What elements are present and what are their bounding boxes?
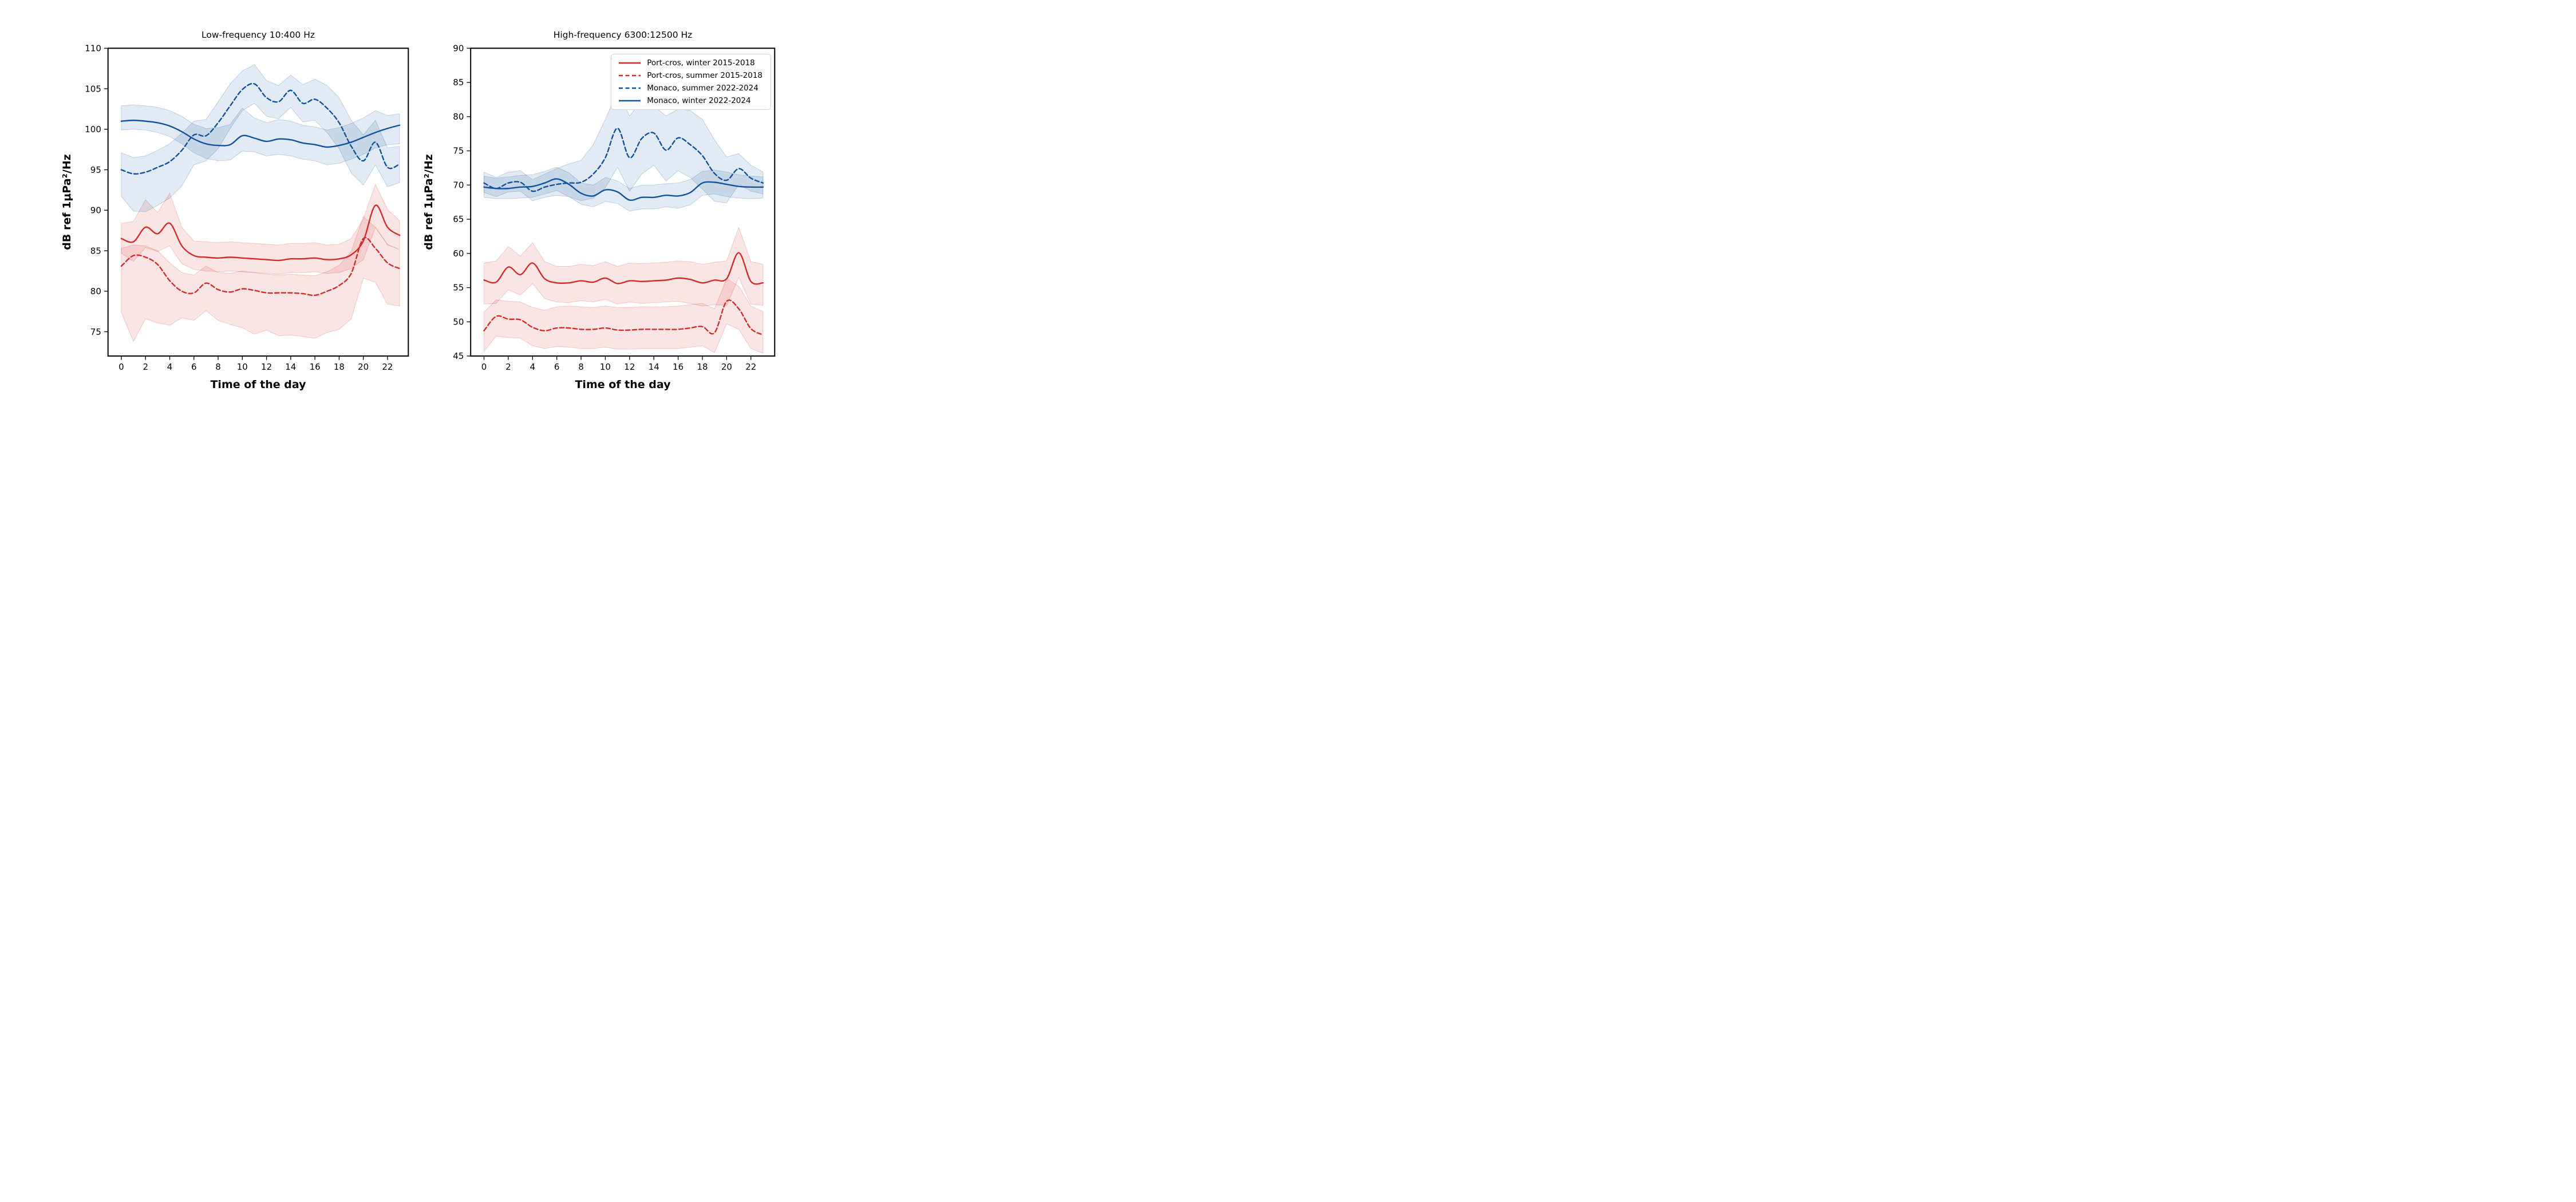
series-line: [483, 178, 764, 201]
x-tick-label: 12: [261, 362, 272, 372]
left-xaxis-label: Time of the day: [210, 378, 306, 391]
series-line: [120, 204, 401, 262]
x-tick-label: 2: [505, 362, 511, 372]
y-tick-label: 85: [90, 246, 101, 256]
x-tick-label: 22: [745, 362, 756, 372]
right-chart-title: High-frequency 6300:12500 Hz: [553, 30, 693, 40]
y-tick-label: 70: [453, 180, 464, 190]
y-tick-label: 55: [453, 283, 464, 293]
legend: Port-cros, winter 2015-2018 Port-cros, s…: [611, 54, 771, 110]
series-line: [120, 82, 401, 175]
legend-line-sample-dashed-blue: [619, 87, 641, 89]
x-tick-label: 14: [649, 362, 659, 372]
y-tick-label: 85: [453, 77, 464, 88]
x-tick-label: 16: [673, 362, 683, 372]
y-tick-label: 95: [90, 165, 101, 175]
y-tick-label: 80: [453, 112, 464, 122]
y-tick-label: 105: [85, 84, 101, 94]
legend-label: Monaco, winter 2022-2024: [647, 96, 751, 105]
x-tick-label: 0: [118, 362, 124, 372]
x-tick-label: 12: [624, 362, 635, 372]
axes-frame: [470, 48, 776, 357]
x-tick-label: 20: [721, 362, 732, 372]
axes-frame: [107, 48, 409, 357]
left-yaxis-label: dB ref 1μPa²/Hz: [61, 154, 73, 250]
legend-line-sample-solid-blue: [619, 100, 641, 102]
y-tick-label: 90: [90, 205, 101, 216]
x-tick-label: 0: [481, 362, 487, 372]
right-yaxis-label: dB ref 1μPa²/Hz: [422, 154, 435, 250]
y-tick-label: 50: [453, 317, 464, 327]
confidence-band: [484, 90, 764, 203]
right-chart: 0 2 4 6 8 10 12 14 16 18 20 22 45 50 55 60 65 70 75 80 85 90: [453, 44, 776, 372]
x-tick-label: 20: [358, 362, 369, 372]
legend-label: Monaco, summer 2022-2024: [647, 83, 758, 93]
confidence-band: [121, 183, 400, 275]
confidence-band: [484, 278, 764, 354]
y-tick-label: 60: [453, 248, 464, 259]
series-line: [483, 127, 764, 192]
legend-entry-monaco-summer: Monaco, summer 2022-2024: [618, 84, 762, 93]
confidence-band: [484, 226, 764, 307]
x-tick-label: 4: [530, 362, 536, 372]
y-tick-label: 45: [453, 351, 464, 361]
x-tick-label: 14: [285, 362, 296, 372]
x-tick-label: 10: [237, 362, 248, 372]
y-tick-label: 90: [453, 44, 464, 54]
y-tick-label: 65: [453, 214, 464, 224]
x-tick-label: 10: [600, 362, 611, 372]
legend-line-sample-solid-red: [619, 62, 641, 64]
legend-label: Port-cros, summer 2015-2018: [647, 70, 762, 80]
x-tick-label: 8: [215, 362, 221, 372]
right-xaxis-label: Time of the day: [575, 378, 671, 391]
x-tick-label: 18: [334, 362, 345, 372]
y-tick-label: 80: [90, 286, 101, 296]
series-line: [120, 120, 401, 148]
confidence-band: [121, 216, 400, 342]
legend-entry-monaco-winter: Monaco, winter 2022-2024: [618, 96, 762, 105]
y-tick-label: 75: [453, 146, 464, 156]
x-tick-label: 8: [578, 362, 584, 372]
y-tick-label: 110: [85, 44, 101, 54]
confidence-band: [121, 64, 400, 212]
legend-entry-port-cros-winter: Port-cros, winter 2015-2018: [618, 59, 762, 68]
charts-canvas: 0 2 4 6 8 10 12 14 16 18 20 22 75 80 85 90 95 100 105 110 0 2…: [85, 44, 776, 372]
legend-label: Port-cros, winter 2015-2018: [647, 58, 755, 68]
x-tick-label: 4: [167, 362, 173, 372]
series-line: [483, 299, 764, 336]
x-tick-label: 6: [554, 362, 560, 372]
x-tick-label: 18: [697, 362, 708, 372]
y-tick-label: 100: [85, 124, 101, 135]
x-tick-label: 2: [143, 362, 148, 372]
legend-entry-port-cros-summer: Port-cros, summer 2015-2018: [618, 70, 762, 80]
x-tick-label: 6: [191, 362, 197, 372]
figure: 0 2 4 6 8 10 12 14 16 18 20 22 75 80 85 90 95 100 105 110 0 2…: [0, 0, 859, 401]
series-line: [120, 236, 401, 296]
y-tick-label: 75: [90, 327, 101, 337]
x-tick-label: 22: [382, 362, 393, 372]
series-line: [483, 252, 764, 285]
left-chart: 0 2 4 6 8 10 12 14 16 18 20 22 75 80 85 90 95 100 105 110: [85, 44, 409, 372]
x-tick-label: 16: [310, 362, 321, 372]
confidence-band: [121, 104, 400, 165]
left-chart-title: Low-frequency 10:400 Hz: [201, 30, 315, 40]
legend-line-sample-dashed-red: [619, 74, 641, 77]
